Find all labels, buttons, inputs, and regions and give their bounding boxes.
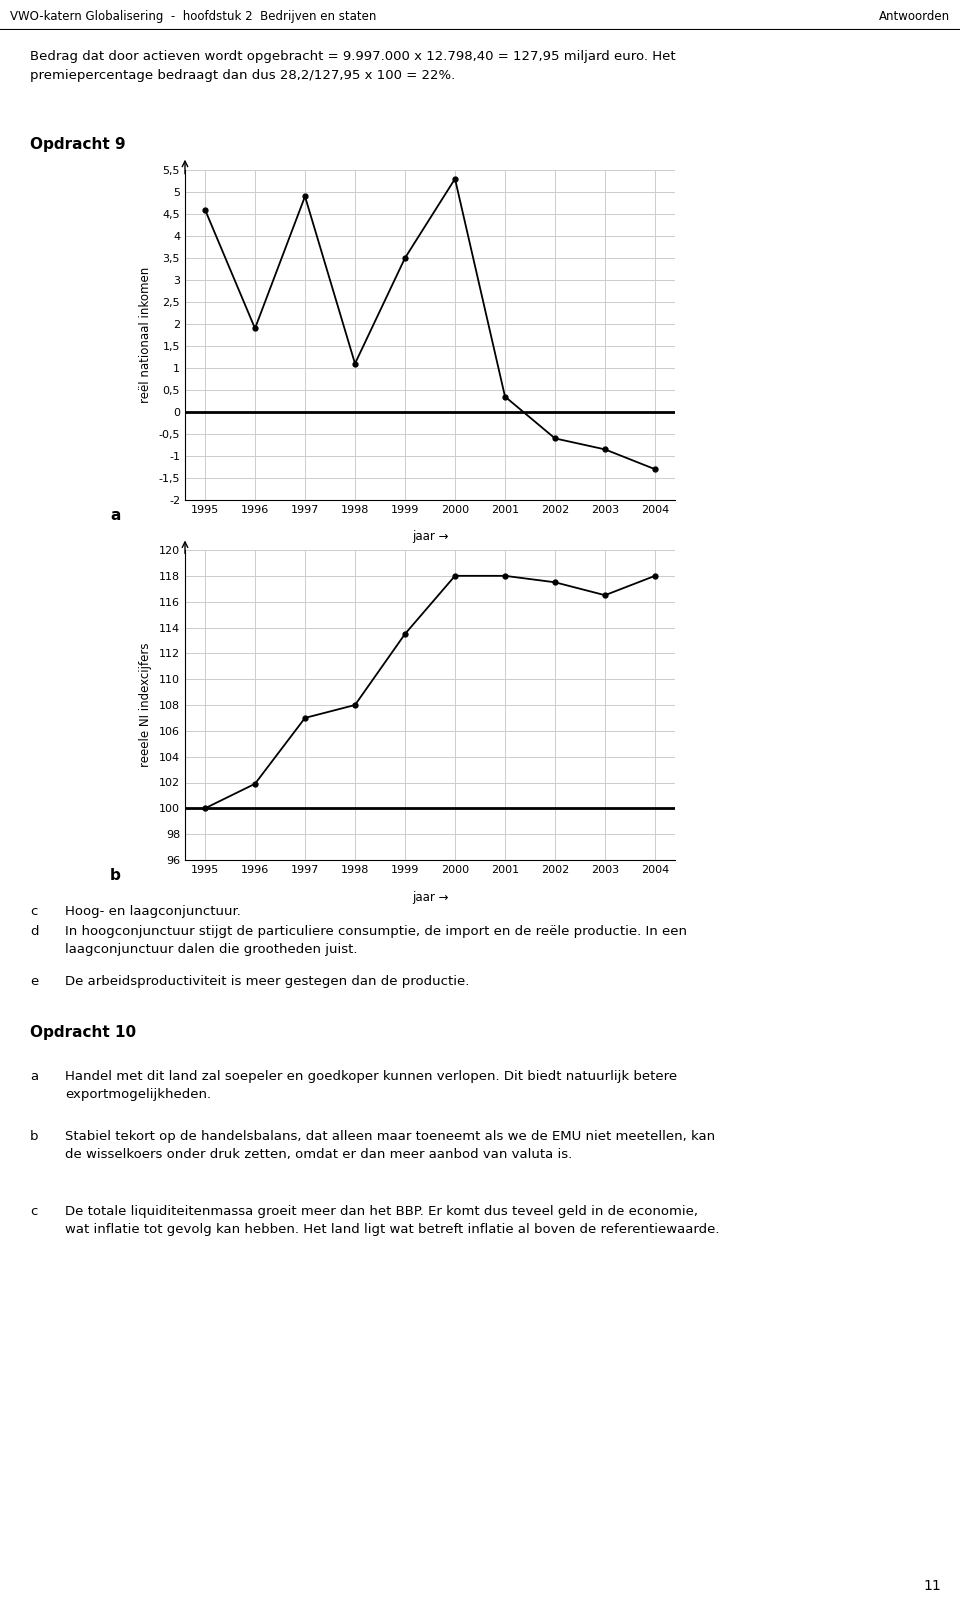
Text: b: b: [30, 1129, 38, 1142]
Text: b: b: [110, 868, 121, 883]
Text: Opdracht 9: Opdracht 9: [30, 137, 126, 151]
Text: e: e: [30, 975, 38, 988]
Text: d: d: [30, 925, 38, 938]
Text: De arbeidsproductiviteit is meer gestegen dan de productie.: De arbeidsproductiviteit is meer gestege…: [65, 975, 469, 988]
Text: c: c: [30, 905, 37, 918]
Text: a: a: [30, 1070, 38, 1083]
Text: Handel met dit land zal soepeler en goedkoper kunnen verlopen. Dit biedt natuurl: Handel met dit land zal soepeler en goed…: [65, 1070, 677, 1100]
Text: c: c: [30, 1205, 37, 1218]
Text: jaar →: jaar →: [412, 530, 448, 543]
Text: Stabiel tekort op de handelsbalans, dat alleen maar toeneemt als we de EMU niet : Stabiel tekort op de handelsbalans, dat …: [65, 1129, 715, 1162]
Text: De totale liquiditeitenmassa groeit meer dan het BBP. Er komt dus teveel geld in: De totale liquiditeitenmassa groeit meer…: [65, 1205, 719, 1236]
Text: Hoog- en laagconjunctuur.: Hoog- en laagconjunctuur.: [65, 905, 241, 918]
Text: Opdracht 10: Opdracht 10: [30, 1025, 136, 1041]
Text: 11: 11: [924, 1579, 941, 1593]
Text: Bedrag dat door actieven wordt opgebracht = 9.997.000 x 12.798,40 = 127,95 milja: Bedrag dat door actieven wordt opgebrach…: [30, 50, 676, 82]
Y-axis label: reeele NI indexcijfers: reeele NI indexcijfers: [139, 643, 152, 767]
Text: jaar →: jaar →: [412, 891, 448, 904]
Text: a: a: [110, 507, 120, 524]
Text: Antwoorden: Antwoorden: [879, 10, 950, 23]
Text: In hoogconjunctuur stijgt de particuliere consumptie, de import en de reële prod: In hoogconjunctuur stijgt de particulier…: [65, 925, 687, 955]
Y-axis label: reël nationaal inkomen: reël nationaal inkomen: [138, 267, 152, 403]
Text: VWO-katern Globalisering  -  hoofdstuk 2  Bedrijven en staten: VWO-katern Globalisering - hoofdstuk 2 B…: [10, 10, 376, 23]
